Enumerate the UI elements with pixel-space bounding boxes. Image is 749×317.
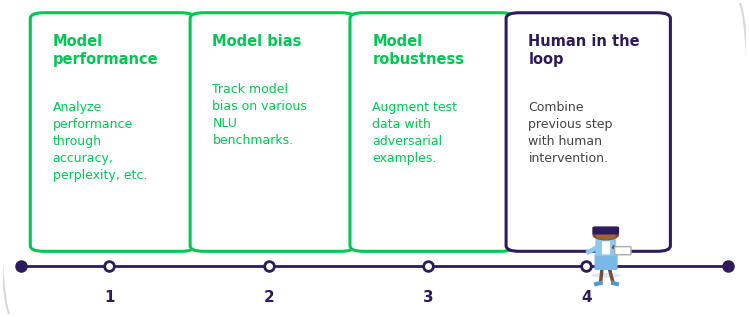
FancyBboxPatch shape bbox=[30, 13, 195, 251]
Text: Model bias: Model bias bbox=[213, 34, 302, 49]
Text: Augment test
data with
adversarial
examples.: Augment test data with adversarial examp… bbox=[372, 101, 458, 165]
Text: Model
robustness: Model robustness bbox=[372, 34, 464, 67]
Text: 3: 3 bbox=[422, 290, 434, 305]
FancyBboxPatch shape bbox=[595, 254, 618, 270]
Text: Analyze
performance
through
accuracy,
perplexity, etc.: Analyze performance through accuracy, pe… bbox=[52, 101, 147, 182]
FancyBboxPatch shape bbox=[506, 13, 670, 251]
Text: 4: 4 bbox=[581, 290, 592, 305]
FancyBboxPatch shape bbox=[602, 241, 610, 255]
Text: Model
performance: Model performance bbox=[52, 34, 158, 67]
Text: Human in the
loop: Human in the loop bbox=[528, 34, 640, 67]
Circle shape bbox=[592, 229, 619, 240]
Ellipse shape bbox=[591, 273, 621, 278]
Circle shape bbox=[595, 231, 616, 240]
FancyBboxPatch shape bbox=[615, 247, 631, 255]
FancyBboxPatch shape bbox=[350, 13, 515, 251]
FancyBboxPatch shape bbox=[595, 238, 616, 256]
FancyBboxPatch shape bbox=[190, 13, 354, 251]
Text: Track model
bias on various
NLU
benchmarks.: Track model bias on various NLU benchmar… bbox=[213, 83, 307, 147]
FancyBboxPatch shape bbox=[592, 226, 619, 235]
Text: 1: 1 bbox=[104, 290, 115, 305]
Text: Combine
previous step
with human
intervention.: Combine previous step with human interve… bbox=[528, 101, 613, 165]
Text: 2: 2 bbox=[264, 290, 274, 305]
